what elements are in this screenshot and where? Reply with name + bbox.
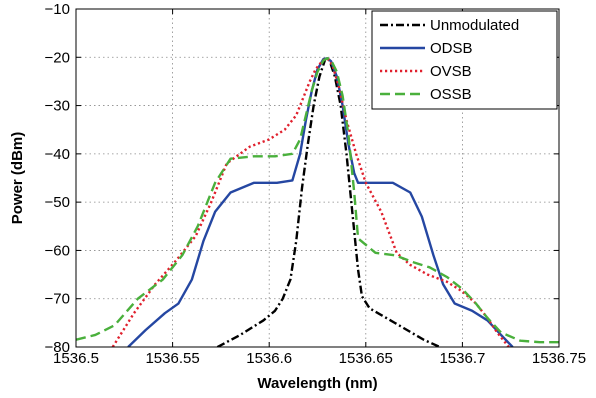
- series-group: [76, 57, 559, 347]
- y-tick-label: −10: [45, 1, 70, 18]
- y-tick-label: −40: [45, 146, 70, 163]
- plot-frame: [75, 8, 560, 348]
- legend-label-ossb: OSSB: [430, 86, 472, 103]
- x-tick-label: 1536.5: [53, 350, 99, 367]
- x-tick-label: 1536.55: [145, 350, 199, 367]
- legend-label-odsb: ODSB: [430, 40, 473, 57]
- y-tick-label: −80: [45, 339, 70, 356]
- x-tick-label: 1536.75: [532, 350, 586, 367]
- legend-box: [371, 10, 558, 110]
- x-tick-label: 1536.6: [246, 350, 292, 367]
- y-tick-label: −60: [45, 242, 70, 259]
- plot-area: [76, 57, 559, 347]
- legend: Unmodulated ODSB OVSB OSSB: [371, 10, 558, 110]
- y-tick-label: −20: [45, 49, 70, 66]
- axis-tick-labels: 1536.5 1536.55 1536.6 1536.65 1536.7 1536.75 −…: [45, 1, 587, 367]
- series-line-ossb: [76, 57, 559, 344]
- y-tick-label: −70: [45, 291, 70, 308]
- y-tick-label: −50: [45, 194, 70, 211]
- legend-label-unmodulated: Unmodulated: [430, 17, 519, 34]
- x-tick-label: 1536.65: [339, 350, 393, 367]
- x-axis-label: Wavelength (nm): [257, 375, 377, 392]
- x-tick-label: 1536.7: [439, 350, 485, 367]
- legend-label-ovsb: OVSB: [430, 63, 472, 80]
- y-axis-label: Power (dBm): [9, 132, 26, 225]
- y-tick-label: −30: [45, 98, 70, 115]
